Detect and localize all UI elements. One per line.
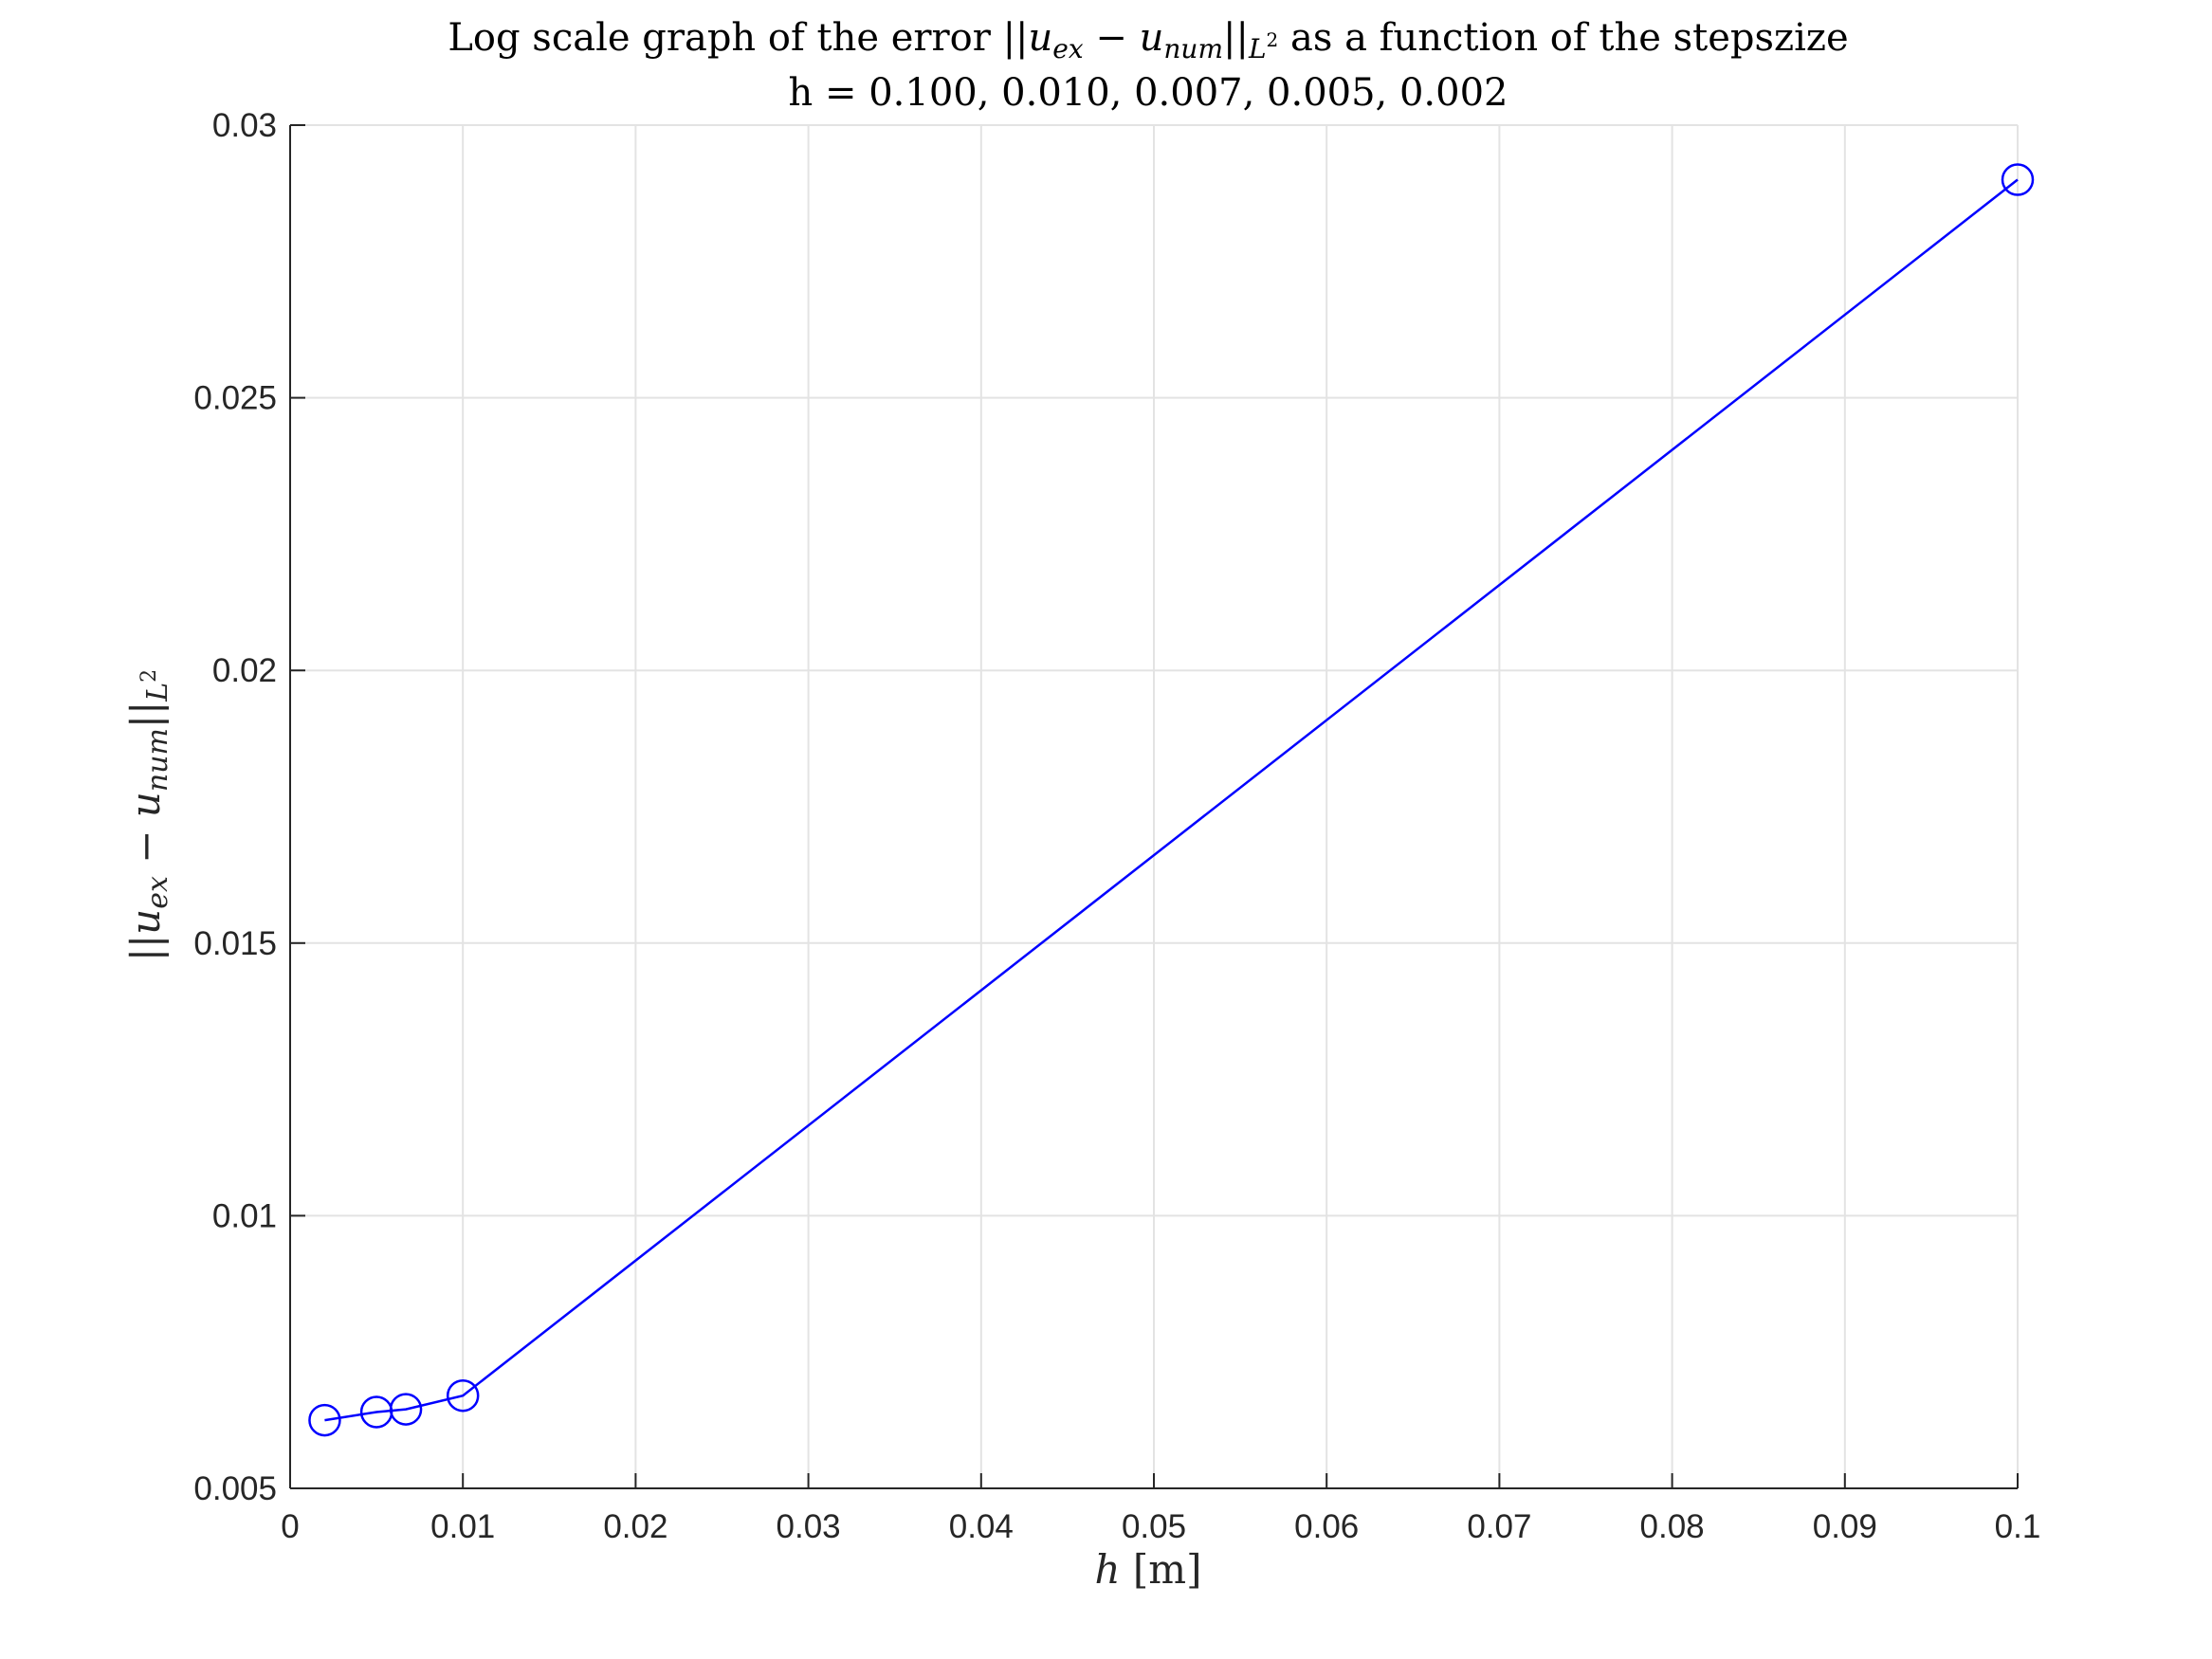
y-tick-label-5: 0.03 [212, 107, 277, 144]
y-tick-label-2: 0.015 [193, 925, 277, 962]
x-tick-label-1: 0.01 [430, 1508, 495, 1545]
x-tick-label-8: 0.08 [1640, 1508, 1705, 1545]
chart-title-line-1: Log scale graph of the error ||uex − unu… [448, 16, 1848, 64]
tick-labels: 0 0.01 0.02 0.03 0.04 0.05 0.06 0.07 0.08 0.09 0.1… [193, 107, 2040, 1545]
data-point-0-4 [308, 1403, 341, 1437]
x-tick-label-9: 0.09 [1813, 1508, 1877, 1545]
y-tick-label-3: 0.02 [212, 652, 277, 689]
y-axis-label: ||uex − unum||L2 [122, 669, 174, 961]
y-tick-label-4: 0.025 [193, 380, 277, 417]
grid [289, 124, 2019, 1489]
x-tick-label-7: 0.07 [1467, 1508, 1531, 1545]
x-tick-label-4: 0.04 [949, 1508, 1014, 1545]
data-point-0-0 [2001, 163, 2035, 196]
data-point-0-1 [446, 1378, 480, 1413]
x-axis-label: h [m] [1094, 1546, 1201, 1593]
chart-title-line-2: h = 0.100, 0.010, 0.007, 0.005, 0.002 [789, 71, 1508, 115]
axes [289, 124, 2019, 1489]
x-tick-label-6: 0.06 [1294, 1508, 1359, 1545]
data-point-0-3 [359, 1395, 393, 1429]
series-line-0 [324, 178, 2019, 1422]
x-tick-label-0: 0 [281, 1508, 299, 1545]
x-tick-label-5: 0.05 [1122, 1508, 1186, 1545]
x-tick-label-10: 0.1 [1995, 1508, 2041, 1545]
data-series [308, 163, 2035, 1437]
y-tick-label-1: 0.01 [212, 1197, 277, 1234]
x-tick-label-3: 0.03 [777, 1508, 841, 1545]
x-tick-label-2: 0.02 [603, 1508, 667, 1545]
y-tick-label-0: 0.005 [193, 1470, 277, 1507]
